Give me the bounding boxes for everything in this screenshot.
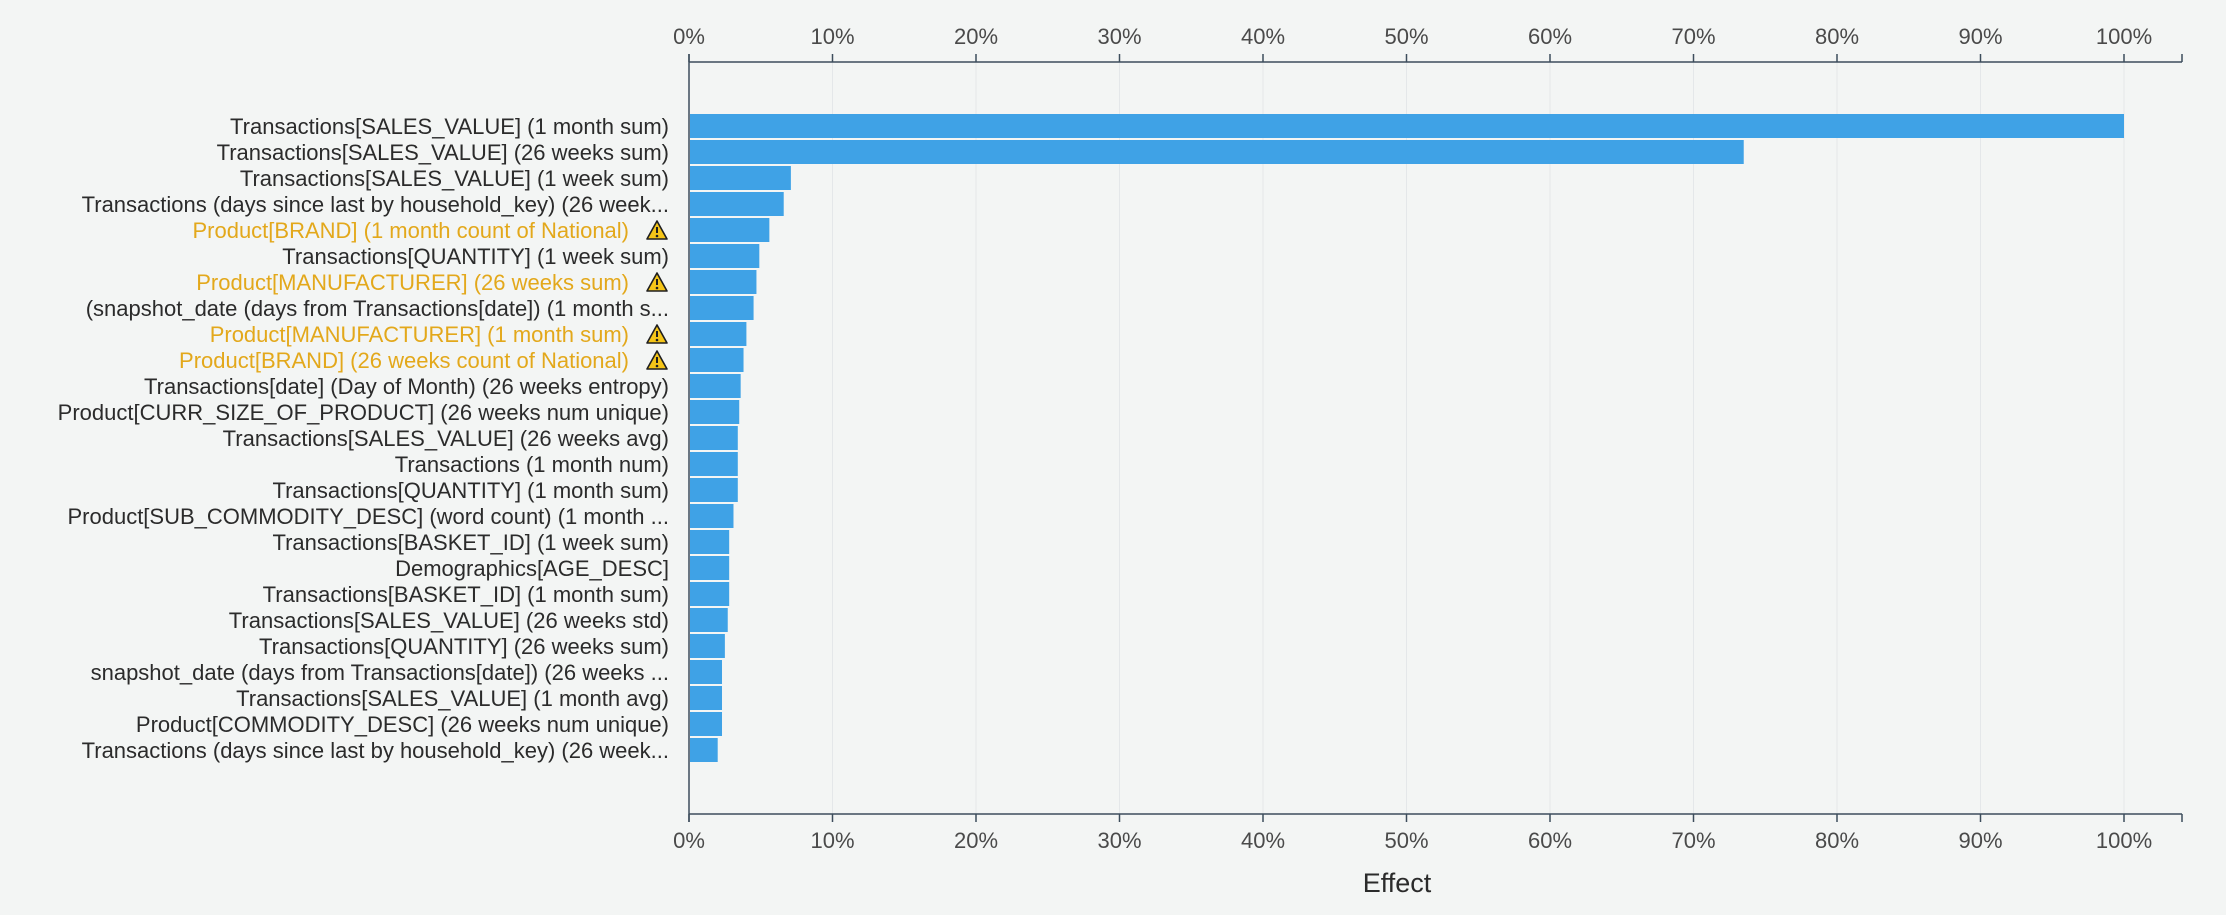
bottom-tick-label-50: 50% [1384, 828, 1428, 853]
bar-label-11: Product[CURR_SIZE_OF_PRODUCT] (26 weeks … [58, 400, 669, 425]
bar-8[interactable] [690, 322, 747, 346]
bar-label-15: Product[SUB_COMMODITY_DESC] (word count)… [67, 504, 669, 529]
bar-1[interactable] [690, 140, 1744, 164]
top-tick-label-80: 80% [1815, 24, 1859, 49]
bar-label-18: Transactions[BASKET_ID] (1 month sum) [263, 582, 669, 607]
bar-10[interactable] [690, 374, 741, 398]
grid-layer [832, 62, 2125, 814]
top-tick-label-50: 50% [1384, 24, 1428, 49]
bottom-tick-label-20: 20% [954, 828, 998, 853]
top-tick-label-100: 100% [2096, 24, 2152, 49]
bar-layer [690, 114, 2124, 762]
x-axis-title: Effect [1363, 868, 1432, 898]
bar-23[interactable] [690, 712, 723, 736]
bar-5[interactable] [690, 244, 760, 268]
bar-12[interactable] [690, 426, 738, 450]
bar-14[interactable] [690, 478, 738, 502]
bar-24[interactable] [690, 738, 718, 762]
top-tick-label-90: 90% [1958, 24, 2002, 49]
bar-label-14: Transactions[QUANTITY] (1 month sum) [272, 478, 669, 503]
top-tick-label-70: 70% [1671, 24, 1715, 49]
bottom-tick-label-90: 90% [1958, 828, 2002, 853]
bar-label-22: Transactions[SALES_VALUE] (1 month avg) [236, 686, 669, 711]
bar-label-8: Product[MANUFACTURER] (1 month sum) [210, 322, 629, 347]
bar-18[interactable] [690, 582, 730, 606]
bar-label-3: Transactions (days since last by househo… [82, 192, 669, 217]
bar-label-17: Demographics[AGE_DESC] [395, 556, 669, 581]
bar-label-5: Transactions[QUANTITY] (1 week sum) [282, 244, 669, 269]
bar-20[interactable] [690, 634, 725, 658]
label-layer: Transactions[SALES_VALUE] (1 month sum)T… [58, 114, 669, 763]
top-tick-label-0: 0% [673, 24, 705, 49]
warning-triangle-icon [646, 350, 668, 370]
bar-label-19: Transactions[SALES_VALUE] (26 weeks std) [229, 608, 669, 633]
bar-label-2: Transactions[SALES_VALUE] (1 week sum) [240, 166, 669, 191]
bar-9[interactable] [690, 348, 744, 372]
bottom-tick-label-80: 80% [1815, 828, 1859, 853]
bar-0[interactable] [690, 114, 2124, 138]
bar-16[interactable] [690, 530, 730, 554]
top-tick-label-20: 20% [954, 24, 998, 49]
bar-17[interactable] [690, 556, 730, 580]
warning-triangle-icon [646, 324, 668, 344]
bar-label-21: snapshot_date (days from Transactions[da… [91, 660, 669, 685]
bottom-tick-label-60: 60% [1528, 828, 1572, 853]
bar-label-10: Transactions[date] (Day of Month) (26 we… [144, 374, 669, 399]
bar-label-4: Product[BRAND] (1 month count of Nationa… [192, 218, 629, 243]
bar-label-16: Transactions[BASKET_ID] (1 week sum) [272, 530, 669, 555]
bottom-tick-label-30: 30% [1097, 828, 1141, 853]
top-tick-label-40: 40% [1241, 24, 1285, 49]
bar-7[interactable] [690, 296, 754, 320]
bar-label-1: Transactions[SALES_VALUE] (26 weeks sum) [217, 140, 669, 165]
bar-3[interactable] [690, 192, 784, 216]
bar-21[interactable] [690, 660, 723, 684]
warning-triangle-icon [646, 220, 668, 240]
bottom-tick-label-40: 40% [1241, 828, 1285, 853]
bar-label-7: (snapshot_date (days from Transactions[d… [86, 296, 669, 321]
bottom-tick-label-70: 70% [1671, 828, 1715, 853]
bar-11[interactable] [690, 400, 740, 424]
top-tick-label-10: 10% [810, 24, 854, 49]
bar-label-6: Product[MANUFACTURER] (26 weeks sum) [196, 270, 629, 295]
bar-19[interactable] [690, 608, 728, 632]
bar-2[interactable] [690, 166, 791, 190]
bar-15[interactable] [690, 504, 734, 528]
bottom-tick-label-10: 10% [810, 828, 854, 853]
top-tick-label-30: 30% [1097, 24, 1141, 49]
warning-triangle-icon [646, 272, 668, 292]
bar-label-9: Product[BRAND] (26 weeks count of Nation… [179, 348, 629, 373]
bar-label-20: Transactions[QUANTITY] (26 weeks sum) [259, 634, 669, 659]
bar-label-12: Transactions[SALES_VALUE] (26 weeks avg) [223, 426, 669, 451]
bar-label-23: Product[COMMODITY_DESC] (26 weeks num un… [136, 712, 669, 737]
bar-4[interactable] [690, 218, 770, 242]
bar-label-0: Transactions[SALES_VALUE] (1 month sum) [230, 114, 669, 139]
bar-label-24: Transactions (days since last by househo… [82, 738, 669, 763]
bottom-tick-label-100: 100% [2096, 828, 2152, 853]
bar-13[interactable] [690, 452, 738, 476]
top-tick-label-60: 60% [1528, 24, 1572, 49]
axis-layer: 0% 0% 10% 10% 20% 20% 30% 30% 40% 40% 50% 50% 60% 60%… [673, 24, 2183, 853]
bar-6[interactable] [690, 270, 757, 294]
bottom-tick-label-0: 0% [673, 828, 705, 853]
bar-label-13: Transactions (1 month num) [395, 452, 669, 477]
bar-22[interactable] [690, 686, 723, 710]
